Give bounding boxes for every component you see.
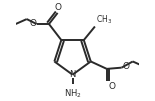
Text: O: O: [122, 62, 129, 71]
Text: CH$_3$: CH$_3$: [95, 13, 112, 26]
Text: N: N: [69, 70, 76, 79]
Text: O: O: [109, 82, 116, 91]
Text: O: O: [54, 3, 61, 12]
Text: NH$_2$: NH$_2$: [64, 87, 81, 100]
Text: O: O: [29, 19, 36, 28]
